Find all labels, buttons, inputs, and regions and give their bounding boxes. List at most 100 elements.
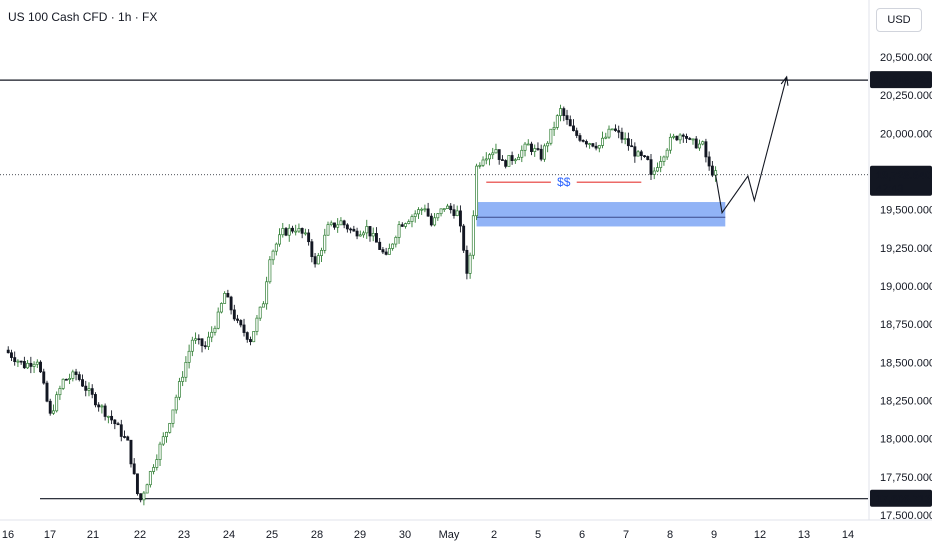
candle-body xyxy=(475,165,479,217)
horizontal-levels xyxy=(0,79,868,500)
candle-body xyxy=(87,388,91,391)
candle-body xyxy=(607,128,611,138)
candle-body xyxy=(404,223,407,227)
candle-body xyxy=(471,215,475,256)
price-level-label: 20,348.421 xyxy=(876,75,931,87)
candle-body xyxy=(135,473,139,495)
candle-body xyxy=(329,222,333,226)
y-tick-label: 20,250.000 xyxy=(880,90,932,102)
candle-body xyxy=(349,228,353,231)
candle-body xyxy=(320,250,323,256)
candle-body xyxy=(584,141,588,145)
chart-title: US 100 Cash CFD · 1h · FX xyxy=(8,10,158,24)
demand-zone-layer xyxy=(476,202,726,227)
candle-body xyxy=(633,146,637,157)
candle-body xyxy=(239,320,243,326)
candle-body xyxy=(35,361,39,365)
candle-body xyxy=(245,332,249,340)
candle-body xyxy=(313,256,317,265)
candle-body xyxy=(226,293,230,298)
candle-body xyxy=(261,303,265,308)
candle-body xyxy=(413,213,417,217)
time-axis[interactable]: 16 17 21 22 23 24 25 28 29 30 May 2 5 6 7 8 9 12 13 14 xyxy=(0,519,932,541)
candle-body xyxy=(429,215,433,226)
candle-body xyxy=(365,226,369,234)
currency-selector[interactable]: USD xyxy=(876,8,922,32)
candle-body xyxy=(659,161,663,168)
y-tick-label: 18,000.000 xyxy=(880,434,932,446)
candles xyxy=(6,104,718,506)
candle-body xyxy=(168,423,172,433)
candle-body xyxy=(268,259,272,283)
x-tick-label: 28 xyxy=(311,529,323,541)
candle-body xyxy=(533,148,537,152)
candle-body xyxy=(710,165,714,176)
candle-body xyxy=(491,152,495,156)
candle-body xyxy=(84,385,88,391)
x-tick-label: 24 xyxy=(223,529,235,541)
candle-body xyxy=(165,431,168,438)
candle-body xyxy=(16,360,20,363)
y-tick-label: 19,000.000 xyxy=(880,281,932,293)
candle-body xyxy=(129,439,133,465)
candle-body xyxy=(588,143,592,145)
candle-body xyxy=(300,228,304,234)
candle-body xyxy=(323,234,327,251)
candle-body xyxy=(48,400,52,414)
candle-body xyxy=(258,306,262,319)
candle-body xyxy=(119,424,123,437)
candle-body xyxy=(458,210,462,227)
candle-body xyxy=(517,156,521,161)
x-tick-label: 21 xyxy=(87,529,99,541)
candle-body xyxy=(656,167,659,172)
y-tick-label: 18,250.000 xyxy=(880,396,932,408)
candle-body xyxy=(442,208,446,210)
candle-body xyxy=(691,138,695,141)
candle-body xyxy=(672,135,676,138)
candle-body xyxy=(61,378,65,389)
x-tick-label: 12 xyxy=(754,529,766,541)
candle-body xyxy=(252,331,256,343)
price-axis[interactable]: 17,500.000 17,750.000 18,000.000 18,250.000… xyxy=(868,0,932,522)
price-level-label: 17,606.713 xyxy=(876,494,931,506)
price-level-badge xyxy=(870,71,932,89)
candle-body xyxy=(368,226,372,237)
candle-body xyxy=(97,404,101,408)
candle-body xyxy=(307,232,311,243)
candle-body xyxy=(391,243,395,249)
candle-body xyxy=(184,361,188,378)
y-tick-label: 17,500.000 xyxy=(880,510,932,522)
candle-body xyxy=(194,338,198,341)
candle-body xyxy=(497,149,501,160)
candle-body xyxy=(216,311,220,329)
candle-body xyxy=(591,143,595,147)
candle-body xyxy=(565,115,569,120)
candle-body xyxy=(520,149,524,158)
candle-body xyxy=(378,241,382,250)
candle-body xyxy=(420,208,424,211)
candle-body xyxy=(148,471,152,486)
candle-body xyxy=(339,220,343,226)
candle-body xyxy=(10,352,13,358)
candle-body xyxy=(578,135,582,141)
y-tick-label: 19,500.000 xyxy=(880,205,932,217)
candle-body xyxy=(626,138,630,147)
candle-body xyxy=(55,394,59,412)
candle-body xyxy=(652,170,656,175)
candle-body xyxy=(433,217,437,226)
x-tick-label: 5 xyxy=(535,529,541,541)
x-tick-label: 16 xyxy=(2,529,14,541)
x-tick-label: 29 xyxy=(354,529,366,541)
candle-body xyxy=(397,224,401,238)
candle-body xyxy=(64,378,68,381)
candle-body xyxy=(439,208,443,215)
candle-body xyxy=(303,232,307,235)
candle-body xyxy=(333,222,336,228)
x-tick-label: 25 xyxy=(266,529,278,541)
candle-body xyxy=(462,225,466,251)
candle-body xyxy=(203,345,207,348)
candle-body xyxy=(704,141,708,158)
candle-body xyxy=(100,405,104,408)
candle-body xyxy=(552,127,556,130)
